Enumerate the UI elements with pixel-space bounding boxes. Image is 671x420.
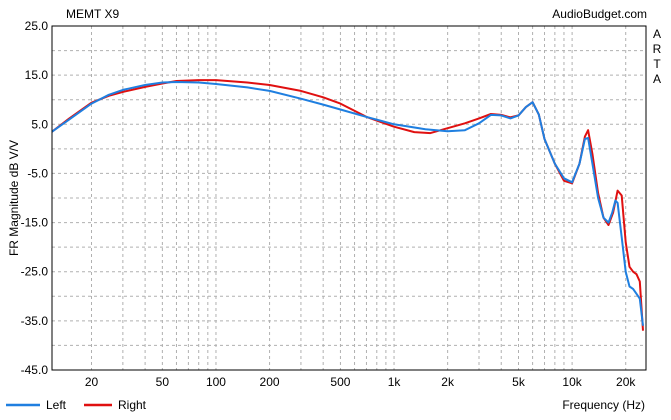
x-tick-label: 2k	[441, 375, 455, 389]
arta-letter: A	[653, 72, 661, 86]
arta-letter: A	[653, 27, 661, 41]
legend-right-label: Right	[118, 398, 147, 412]
plot-frame	[51, 25, 647, 371]
x-tick-label: 10k	[562, 375, 582, 389]
chart-title: MEMT X9	[66, 7, 119, 21]
y-tick-label: -45.0	[21, 363, 49, 377]
y-tick-label: -15.0	[21, 216, 49, 230]
y-tick-label: 15.0	[25, 68, 49, 82]
y-tick-label: 25.0	[25, 19, 49, 33]
x-tick-label: 100	[206, 375, 226, 389]
grid	[52, 26, 646, 370]
x-tick-label: 200	[260, 375, 280, 389]
y-tick-labels: 25.0 15.0 5.0 -5.0 -15.0 -25.0 -35.0 -45.0	[21, 19, 49, 377]
y-tick-label: -35.0	[21, 314, 49, 328]
x-tick-labels: 20 50 100 200 500 1k 2k 5k 10k 20k	[85, 375, 637, 389]
x-tick-label: 500	[330, 375, 350, 389]
legend: Left Right	[6, 398, 147, 412]
site-label: AudioBudget.com	[552, 7, 647, 21]
series-lines	[51, 79, 644, 331]
y-tick-label: -5.0	[27, 166, 48, 180]
series-line-left	[51, 81, 644, 326]
x-tick-label: 20k	[616, 375, 636, 389]
y-tick-label: -25.0	[21, 265, 49, 279]
x-tick-label: 5k	[512, 375, 526, 389]
y-tick-label: 5.0	[31, 117, 48, 131]
x-tick-label: 1k	[388, 375, 402, 389]
x-tick-label: 20	[85, 375, 99, 389]
y-axis-label: FR Magnitude dB V/V	[7, 140, 21, 256]
x-axis-label: Frequency (Hz)	[562, 398, 645, 412]
arta-letter: T	[653, 57, 661, 71]
arta-letter: R	[653, 42, 662, 56]
x-tick-label: 50	[156, 375, 170, 389]
legend-left-label: Left	[46, 398, 67, 412]
